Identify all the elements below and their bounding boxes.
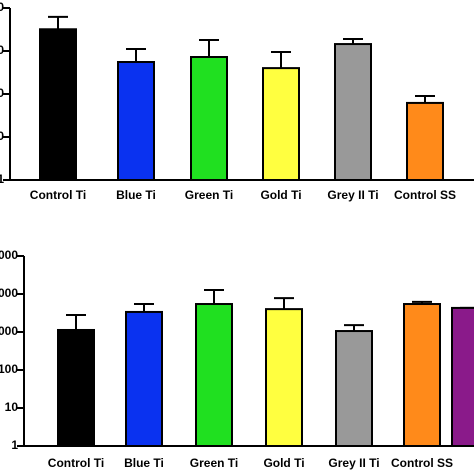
x-tick-label: Grey II Ti <box>328 456 379 470</box>
bar <box>403 303 441 447</box>
x-tick-label: Green Ti <box>185 188 233 202</box>
bar <box>190 56 228 182</box>
x-tick-label: Gold Ti <box>260 188 301 202</box>
bar <box>451 306 474 447</box>
bar <box>117 60 155 182</box>
x-tick-label: Control Ti <box>48 456 104 470</box>
y-tick-label: 1 <box>0 172 4 186</box>
bar <box>39 28 77 182</box>
y-tick-label: 100 <box>0 86 4 100</box>
y-tick-label: 1 <box>11 438 18 452</box>
x-tick-label: Gold Ti <box>263 456 304 470</box>
x-tick-label: Green Ti <box>190 456 238 470</box>
bar <box>335 330 373 448</box>
bar <box>265 308 303 448</box>
bar <box>57 328 95 448</box>
y-tick-label: 100 <box>0 362 18 376</box>
x-tick-label: Grey II Ti <box>327 188 378 202</box>
bar <box>406 101 444 181</box>
x-tick-label: Blue Ti <box>124 456 164 470</box>
bar <box>334 43 372 182</box>
y-tick-label: 10 <box>5 400 19 414</box>
x-tick-label: Control Ti <box>30 188 86 202</box>
x-tick-label: Control SS <box>394 188 456 202</box>
x-tick-label: Control SS <box>391 456 453 470</box>
y-tick-label: 10 <box>0 129 4 143</box>
bar <box>125 310 163 448</box>
bar <box>262 67 300 181</box>
x-tick-label: Blue Ti <box>116 188 156 202</box>
bar <box>195 303 233 447</box>
